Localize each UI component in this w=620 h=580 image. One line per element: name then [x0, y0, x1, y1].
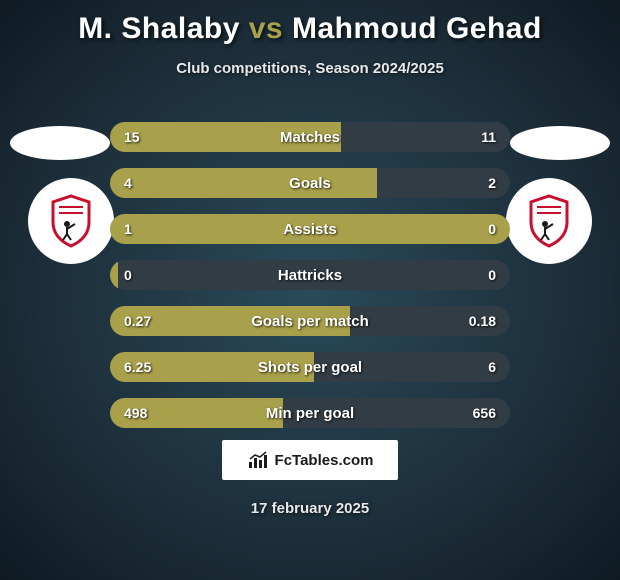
site-badge[interactable]: FcTables.com [222, 440, 398, 480]
player1-name: M. Shalaby [78, 12, 240, 45]
chart-icon [247, 449, 269, 471]
stat-row: 0.270.18Goals per match [110, 306, 510, 336]
stat-label: Goals [110, 168, 510, 198]
stat-label: Min per goal [110, 398, 510, 428]
stat-label: Matches [110, 122, 510, 152]
shield-icon [49, 194, 93, 248]
player1-club-logo [28, 178, 114, 264]
stat-row: 6.256Shots per goal [110, 352, 510, 382]
stat-row: 00Hattricks [110, 260, 510, 290]
site-name: FcTables.com [275, 452, 374, 469]
stat-row: 10Assists [110, 214, 510, 244]
player2-club-logo [506, 178, 592, 264]
subtitle: Club competitions, Season 2024/2025 [0, 60, 620, 77]
comparison-title: M. Shalaby vs Mahmoud Gehad [0, 0, 620, 46]
stat-row: 498656Min per goal [110, 398, 510, 428]
player2-ellipse [510, 126, 610, 160]
shield-icon [527, 194, 571, 248]
vs-text: vs [249, 12, 283, 45]
stat-label: Hattricks [110, 260, 510, 290]
player2-name: Mahmoud Gehad [292, 12, 542, 45]
stat-row: 42Goals [110, 168, 510, 198]
stat-label: Assists [110, 214, 510, 244]
stats-container: 1511Matches 42Goals 10Assists 00Hattricks 0.… [110, 122, 510, 444]
stat-label: Goals per match [110, 306, 510, 336]
stat-label: Shots per goal [110, 352, 510, 382]
player1-ellipse [10, 126, 110, 160]
date-text: 17 february 2025 [0, 500, 620, 517]
stat-row: 1511Matches [110, 122, 510, 152]
